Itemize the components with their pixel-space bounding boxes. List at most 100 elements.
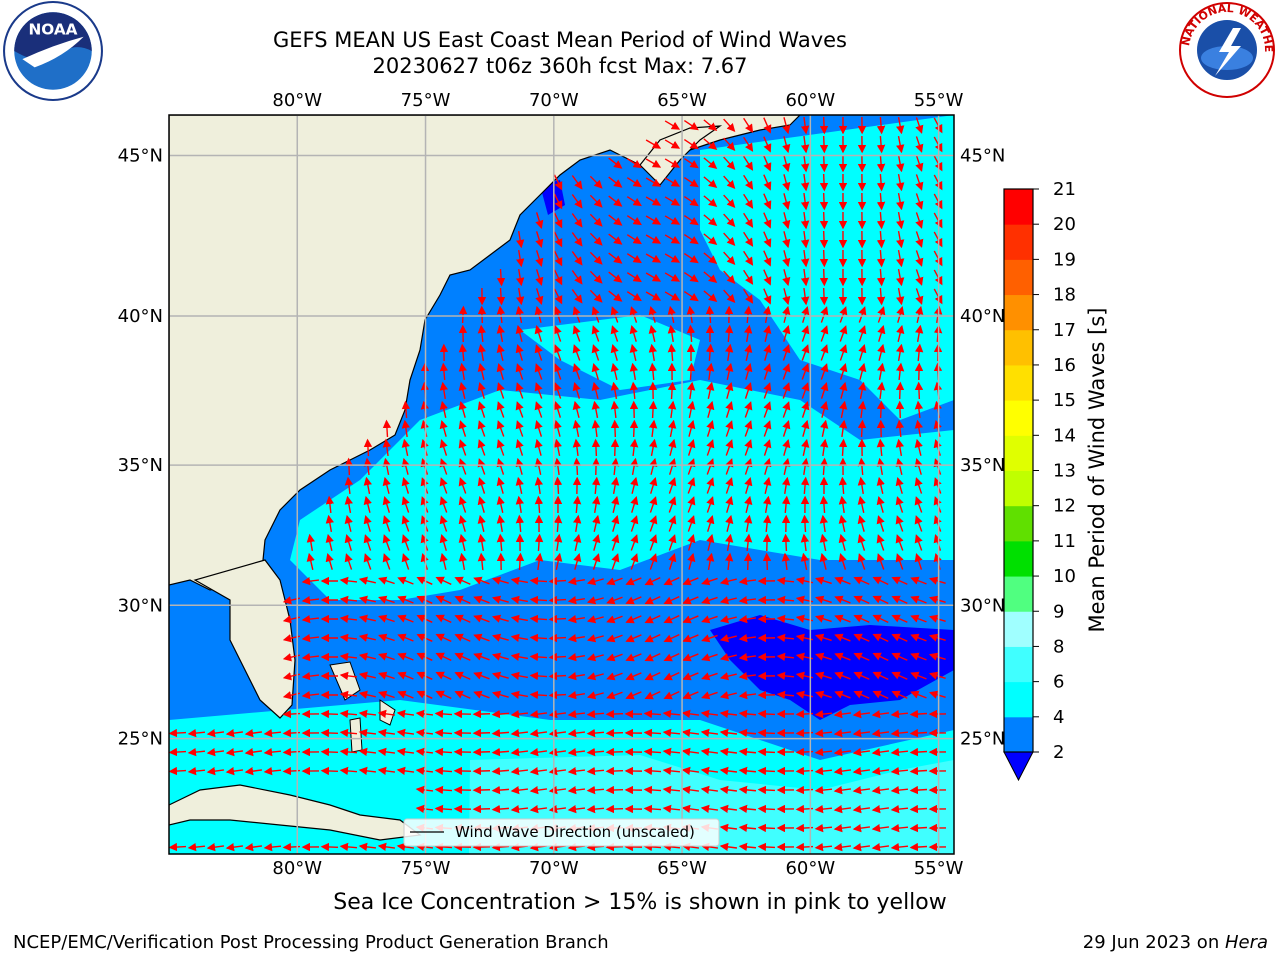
wave-direction-arrow [644, 614, 661, 624]
wave-direction-arrow [706, 515, 715, 532]
wave-direction-arrow [610, 457, 620, 476]
wave-direction-arrow [838, 419, 848, 438]
wave-direction-arrow [608, 157, 623, 169]
wave-direction-arrow [491, 747, 510, 757]
colorbar-segment [1004, 576, 1033, 612]
wave-direction-arrow [706, 496, 715, 513]
wave-direction-arrow [401, 515, 410, 532]
lon-tick-label: 55°W [914, 90, 964, 111]
wave-direction-arrow [687, 477, 696, 494]
wave-direction-arrow [515, 344, 524, 361]
wave-direction-arrow [553, 174, 563, 191]
wave-direction-arrow [833, 709, 852, 719]
wave-direction-arrow [553, 382, 562, 399]
wave-direction-arrow [664, 196, 681, 206]
wave-direction-arrow [895, 362, 905, 381]
wave-direction-arrow [382, 515, 391, 532]
wave-direction-arrow [325, 495, 335, 514]
wave-direction-arrow [529, 747, 548, 757]
wave-direction-arrow [344, 514, 353, 532]
wave-direction-arrow [801, 401, 810, 418]
lat-tick-label: 35°N [118, 455, 163, 476]
wave-direction-arrow [458, 343, 468, 362]
wave-direction-arrow [663, 691, 680, 700]
wave-direction-arrow [891, 652, 908, 661]
wave-direction-arrow [325, 533, 334, 551]
wave-direction-arrow [439, 419, 448, 437]
wave-direction-arrow [382, 553, 391, 570]
wave-direction-arrow [629, 419, 639, 438]
wave-direction-arrow [548, 595, 567, 605]
wave-direction-arrow [567, 728, 586, 738]
wave-direction-arrow [625, 615, 642, 624]
wave-direction-arrow [895, 457, 904, 475]
lon-tick-label: 75°W [401, 90, 451, 111]
wave-direction-arrow [592, 495, 601, 514]
wave-direction-arrow [839, 381, 848, 399]
wave-direction-arrow [763, 401, 772, 418]
wave-direction-arrow [662, 747, 681, 757]
wave-direction-arrow [782, 324, 791, 342]
wave-direction-arrow [606, 691, 623, 700]
wave-region-4-6 [700, 115, 954, 420]
wave-direction-arrow [682, 653, 699, 662]
wave-direction-arrow [586, 691, 604, 700]
wave-direction-arrow [706, 552, 715, 570]
wave-direction-arrow [553, 344, 562, 361]
wave-direction-arrow [815, 690, 832, 699]
wave-direction-arrow [608, 252, 623, 264]
wave-direction-arrow [591, 306, 600, 323]
wave-direction-arrow [458, 400, 467, 418]
wave-direction-arrow [339, 747, 358, 757]
wave-direction-arrow [548, 633, 567, 643]
wave-direction-arrow [496, 343, 505, 361]
wave-direction-arrow [606, 615, 623, 624]
wave-direction-arrow [591, 381, 600, 399]
wave-direction-arrow [435, 576, 452, 586]
wave-direction-arrow [608, 233, 623, 245]
lon-tick-label: 70°W [529, 90, 579, 111]
wave-direction-arrow [895, 534, 904, 551]
wave-direction-arrow [586, 766, 605, 776]
wave-direction-arrow [782, 438, 791, 456]
wave-direction-arrow [743, 231, 754, 247]
wave-direction-arrow [553, 325, 562, 342]
wave-direction-arrow [611, 534, 620, 551]
wave-direction-arrow [876, 495, 885, 513]
wave-direction-arrow [852, 728, 871, 738]
wave-direction-arrow [535, 250, 544, 267]
wave-direction-arrow [814, 842, 833, 852]
wave-direction-arrow [915, 212, 924, 229]
wave-direction-arrow [534, 325, 543, 342]
wave-direction-arrow [591, 400, 600, 418]
wave-direction-arrow [738, 766, 757, 776]
wave-direction-arrow [567, 691, 586, 700]
wave-direction-arrow [339, 576, 358, 586]
wave-direction-arrow [439, 552, 448, 570]
wave-direction-arrow [586, 804, 605, 814]
colorbar-segment [1004, 364, 1033, 401]
wave-direction-arrow [819, 533, 828, 551]
wave-direction-arrow [610, 362, 619, 380]
wave-direction-arrow [914, 553, 923, 570]
colorbar-segment [1004, 224, 1033, 260]
wave-direction-arrow [605, 728, 624, 738]
colorbar-segment [1004, 716, 1033, 753]
wave-direction-arrow [876, 116, 886, 135]
wave-direction-arrow [757, 766, 776, 776]
wave-direction-arrow [662, 766, 681, 776]
wave-direction-arrow [339, 766, 358, 776]
wave-direction-arrow [510, 652, 528, 661]
wave-direction-arrow [339, 652, 358, 662]
wave-direction-arrow [814, 785, 833, 795]
wave-direction-arrow [548, 614, 567, 624]
wave-direction-arrow [610, 343, 619, 361]
wave-direction-arrow [915, 305, 924, 323]
wave-direction-arrow [852, 823, 871, 833]
wave-direction-arrow [743, 136, 754, 152]
chart-subtitle-run: 20230627 t06z 360h fcst Max: 7.67 [372, 54, 748, 78]
wave-direction-arrow [781, 533, 791, 552]
wave-direction-arrow [723, 289, 736, 303]
wave-direction-arrow [877, 362, 886, 380]
wave-direction-arrow [325, 552, 334, 570]
